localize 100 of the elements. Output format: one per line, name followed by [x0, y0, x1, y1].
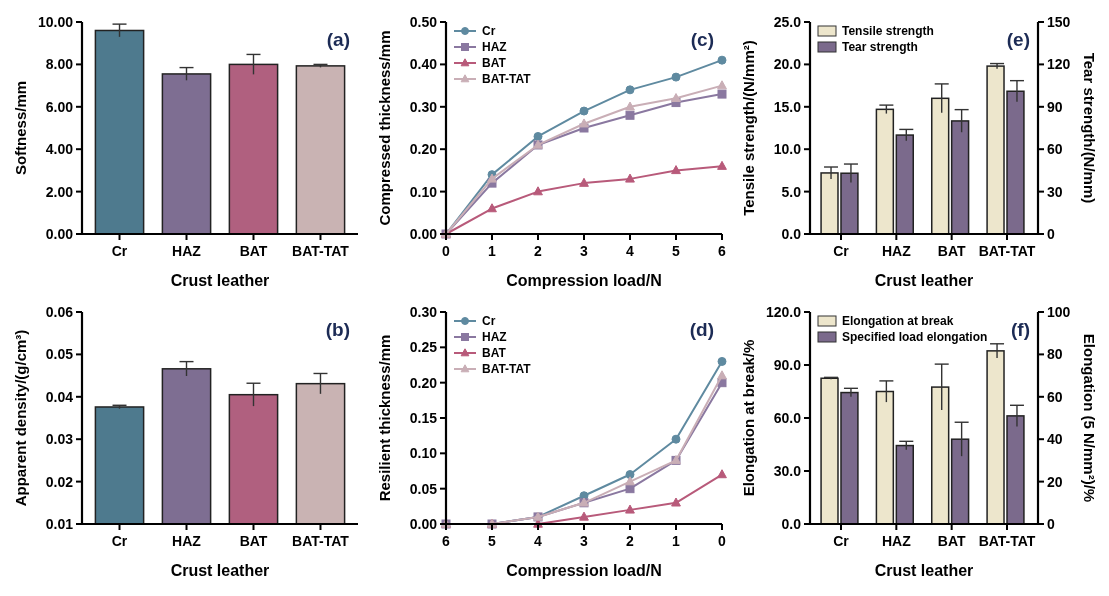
y-tick-label: 60.0 — [773, 409, 802, 426]
y2-tick-label: 60 — [1047, 388, 1063, 405]
x-tick-label: 5 — [672, 243, 681, 259]
y2-tick-label: 90 — [1047, 98, 1063, 115]
y-tick-label: 25.0 — [773, 13, 802, 30]
x-tick-label: HAZ — [172, 243, 202, 259]
x-tick-label: 3 — [580, 243, 589, 259]
x-axis-title: Compression load/N — [506, 272, 662, 289]
y-tick-label: 5.0 — [781, 183, 802, 200]
legend-label: Elongation at break — [842, 314, 954, 329]
legend-label: Cr — [482, 24, 496, 39]
x-tick-label: HAZ — [881, 243, 912, 259]
legend-label: Specified load elongation — [842, 330, 988, 345]
y-axis-title: Compressed thickness/mm — [376, 30, 393, 226]
y-tick-label: 0.50 — [409, 13, 438, 30]
x-tick-label: 4 — [534, 533, 543, 549]
y-tick-label: 4.00 — [45, 141, 74, 158]
annotation: (e) — [1006, 29, 1030, 50]
x-tick-label: BAT-TAT — [292, 533, 350, 549]
y-tick-label: 15.0 — [773, 98, 802, 115]
y2-axis-title: Tear strength/(N/mm) — [1081, 52, 1098, 204]
y-tick-label: 2.00 — [45, 183, 74, 200]
y-tick-label: 6.00 — [45, 98, 74, 115]
x-tick-label: HAZ — [172, 533, 202, 549]
y2-tick-label: 60 — [1047, 141, 1063, 158]
annotation: (b) — [325, 319, 350, 340]
y-tick-label: 0.06 — [45, 303, 74, 320]
y-tick-label: 0.30 — [409, 303, 438, 320]
y-tick-label: 0.02 — [45, 473, 74, 490]
y-tick-label: 10.00 — [37, 13, 74, 30]
x-tick-label: 5 — [488, 533, 497, 549]
y-tick-label: 0.05 — [409, 480, 438, 497]
legend-label: Tensile strength — [842, 24, 934, 39]
y-tick-label: 0.15 — [409, 409, 438, 426]
annotation: (a) — [326, 29, 350, 50]
x-tick-label: Cr — [833, 533, 850, 549]
y-tick-label: 0.00 — [409, 225, 438, 242]
x-axis-title: Crust leather — [874, 272, 974, 289]
x-tick-label: BAT-TAT — [292, 243, 350, 259]
y-tick-label: 10.0 — [773, 141, 802, 158]
y-tick-label: 0.0 — [781, 225, 802, 242]
y2-axis-title: Elongation (5 N/mm²)/% — [1081, 333, 1098, 503]
legend-label: BAT-TAT — [482, 72, 532, 87]
x-tick-label: BAT-TAT — [978, 533, 1036, 549]
y-tick-label: 0.05 — [45, 346, 74, 363]
x-tick-label: HAZ — [881, 533, 912, 549]
y-tick-label: 0.01 — [45, 515, 74, 532]
y-tick-label: 0.00 — [409, 515, 438, 532]
x-tick-label: 3 — [580, 533, 589, 549]
y-tick-label: 0.10 — [409, 183, 438, 200]
y2-tick-label: 0 — [1047, 225, 1055, 242]
y-tick-label: 20.0 — [773, 56, 802, 73]
x-tick-label: 6 — [718, 243, 727, 259]
x-tick-label: 1 — [488, 243, 497, 259]
x-tick-label: 1 — [672, 533, 681, 549]
y2-tick-label: 40 — [1047, 431, 1063, 448]
y-tick-label: 0.10 — [409, 445, 438, 462]
legend-label: BAT — [482, 56, 507, 71]
legend-label: BAT — [482, 346, 507, 361]
legend-label: Tear strength — [842, 40, 918, 55]
legend-label: HAZ — [482, 330, 507, 345]
x-tick-label: Cr — [111, 533, 128, 549]
y2-tick-label: 20 — [1047, 473, 1063, 490]
y-tick-label: 120.0 — [765, 303, 802, 320]
y-axis-title: Apparent density/(g/cm³) — [12, 329, 29, 507]
x-tick-label: 4 — [626, 243, 635, 259]
x-tick-label: 6 — [442, 533, 451, 549]
y-tick-label: 0.0 — [781, 515, 802, 532]
y2-tick-label: 150 — [1047, 13, 1071, 30]
y-tick-label: 0.03 — [45, 431, 74, 448]
x-tick-label: BAT — [937, 243, 966, 259]
x-tick-label: BAT — [239, 533, 268, 549]
y-tick-label: 90.0 — [773, 356, 802, 373]
x-tick-label: 0 — [718, 533, 727, 549]
x-tick-label: BAT — [937, 533, 966, 549]
y2-tick-label: 120 — [1047, 56, 1071, 73]
y2-tick-label: 30 — [1047, 183, 1063, 200]
x-tick-label: BAT-TAT — [978, 243, 1036, 259]
legend-label: HAZ — [482, 40, 507, 55]
x-axis-title: Compression load/N — [506, 562, 662, 579]
y-tick-label: 0.40 — [409, 56, 438, 73]
y2-tick-label: 80 — [1047, 346, 1063, 363]
y-axis-title: Tensile strength/(N/mm²) — [740, 40, 757, 216]
y-tick-label: 30.0 — [773, 462, 802, 479]
x-axis-title: Crust leather — [170, 562, 270, 579]
y-axis-title: Softness/mm — [12, 80, 29, 176]
y-tick-label: 0.04 — [45, 388, 74, 405]
x-tick-label: Cr — [111, 243, 128, 259]
annotation: (f) — [1011, 319, 1030, 340]
y2-tick-label: 100 — [1047, 303, 1071, 320]
y-tick-label: 0.30 — [409, 98, 438, 115]
y-tick-label: 0.20 — [409, 374, 438, 391]
y-tick-label: 0.25 — [409, 339, 438, 356]
x-tick-label: Cr — [833, 243, 850, 259]
y-axis-title: Elongation at break/% — [740, 339, 757, 497]
x-tick-label: 0 — [442, 243, 451, 259]
y-axis-title: Resilient thickness/mm — [376, 334, 393, 502]
y-tick-label: 0.20 — [409, 141, 438, 158]
annotation: (c) — [690, 29, 714, 50]
y-tick-label: 8.00 — [45, 56, 74, 73]
